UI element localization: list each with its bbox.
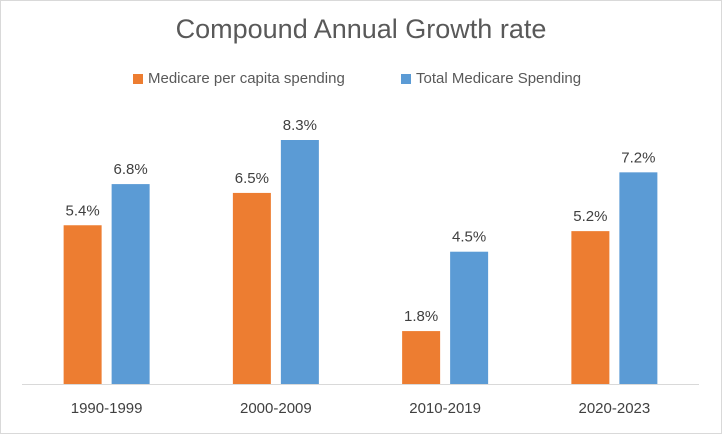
bar-total-1990-1999 xyxy=(111,184,150,384)
bar-per-capita-2000-2009 xyxy=(232,192,271,384)
x-tick-label: 2010-2019 xyxy=(409,400,481,417)
legend-item-per-capita: Medicare per capita spending xyxy=(133,70,345,87)
legend-swatch-blue xyxy=(401,73,411,84)
bar-total-2010-2019 xyxy=(450,251,489,384)
legend-label: Total Medicare Spending xyxy=(416,70,582,87)
legend: Medicare per capita spending Total Medic… xyxy=(0,70,722,90)
bar-per-capita-1990-1999 xyxy=(63,225,102,384)
data-label: 4.5% xyxy=(452,229,486,246)
bar-per-capita-2010-2019 xyxy=(402,331,441,384)
legend-item-total: Total Medicare Spending xyxy=(401,70,581,87)
data-label: 8.3% xyxy=(283,117,317,134)
bar-per-capita-2020-2023 xyxy=(571,231,610,384)
data-label: 5.2% xyxy=(573,208,607,225)
data-label: 5.4% xyxy=(66,202,100,219)
x-tick-label: 1990-1999 xyxy=(71,400,143,417)
chart-title: Compound Annual Growth rate xyxy=(175,14,547,44)
legend-swatch-orange xyxy=(133,73,143,84)
x-tick-label: 2000-2009 xyxy=(240,400,312,417)
data-label: 6.8% xyxy=(114,161,148,178)
bar-total-2020-2023 xyxy=(619,172,658,384)
legend-label: Medicare per capita spending xyxy=(148,70,345,87)
data-label: 1.8% xyxy=(404,308,438,325)
data-label: 6.5% xyxy=(235,170,269,187)
x-tick-label: 2020-2023 xyxy=(579,400,651,417)
bar-total-2000-2009 xyxy=(280,140,319,384)
data-label: 7.2% xyxy=(621,149,655,166)
